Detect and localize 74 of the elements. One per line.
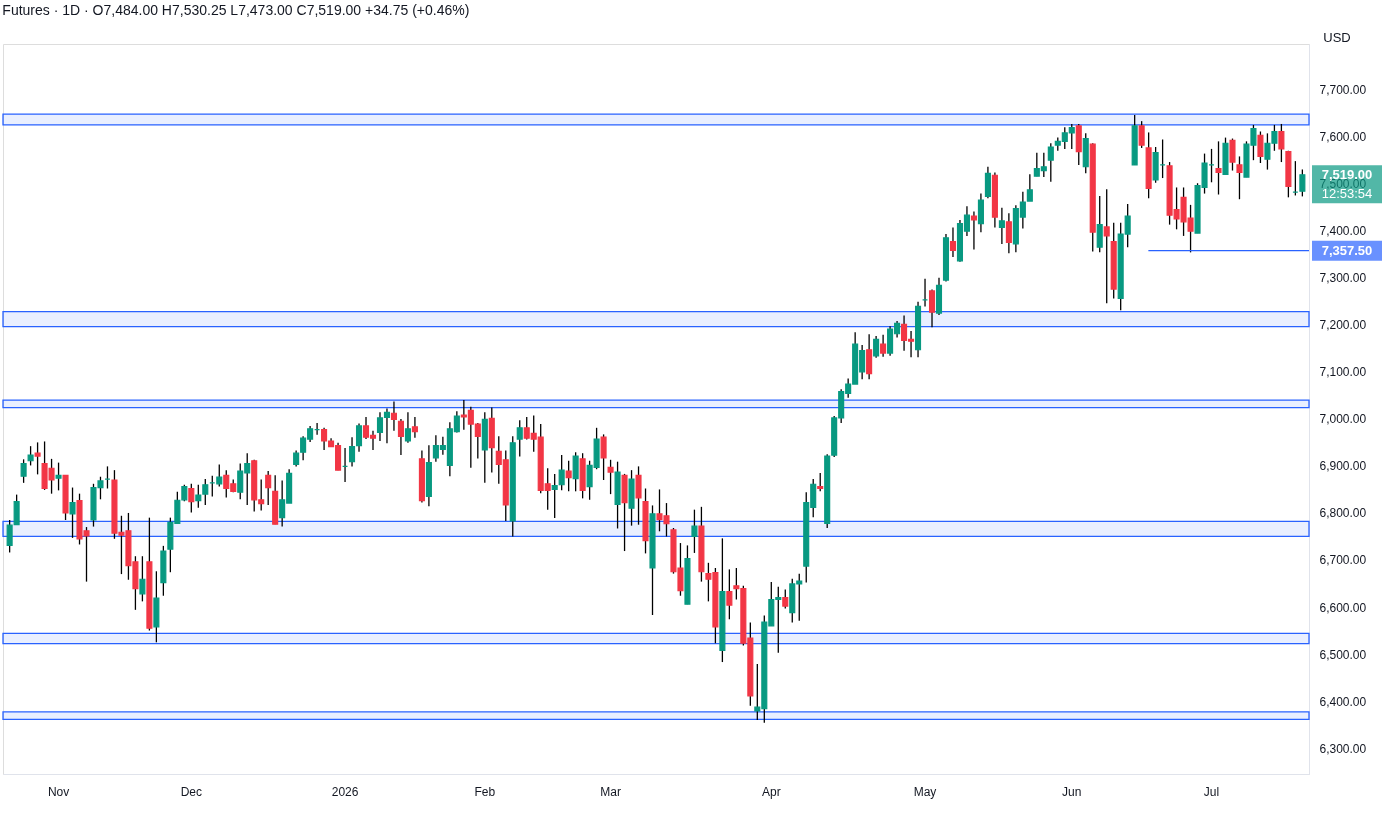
- y-tick-label: 6,300.00: [1319, 741, 1367, 756]
- candlestick: [551, 473, 558, 519]
- candlestick: [1047, 142, 1054, 183]
- y-tick-label: 6,700.00: [1319, 553, 1367, 568]
- candlestick: [69, 486, 76, 539]
- candlestick: [1096, 195, 1103, 254]
- y-tick-label: 7,200.00: [1319, 318, 1367, 333]
- y-tick-label: 7,700.00: [1319, 83, 1367, 98]
- x-tick-label: Mar: [600, 784, 621, 799]
- candlestick: [397, 418, 404, 456]
- candlestick: [34, 441, 41, 476]
- candlestick: [572, 451, 579, 492]
- candlestick: [20, 458, 27, 484]
- candlestick: [1229, 137, 1236, 172]
- candlestick: [411, 416, 418, 439]
- candlestick: [1299, 168, 1306, 198]
- y-tick-label: 7,400.00: [1319, 224, 1367, 239]
- candlestick: [516, 419, 523, 458]
- candlestick: [558, 454, 565, 492]
- candlestick: [6, 519, 13, 554]
- candlestick: [880, 334, 887, 358]
- y-tick-label: 7,300.00: [1319, 271, 1367, 286]
- x-tick-label: Dec: [180, 784, 202, 799]
- candlestick: [607, 459, 614, 495]
- x-tick-label: May: [913, 784, 937, 799]
- y-tick-label: 6,400.00: [1319, 694, 1367, 709]
- candlestick: [600, 433, 607, 481]
- candlestick: [866, 333, 873, 381]
- x-tick-label: 2026: [331, 784, 359, 799]
- candlestick: [55, 461, 62, 492]
- x-tick-label: Jun: [1062, 784, 1082, 799]
- candlestick: [998, 207, 1005, 245]
- ref-line-label: 7,357.50: [1321, 242, 1373, 258]
- candlestick: [873, 335, 880, 359]
- candlestick: [139, 555, 146, 603]
- candlestick: [1236, 155, 1243, 200]
- x-tick-label: Apr: [761, 784, 781, 799]
- candlestick: [390, 400, 398, 432]
- chart-title: Futures · 1D · O7,484.00 H7,530.25 L7,473.00 C7,519.00 +34.75 (+0.46%): [2, 2, 470, 18]
- candlestick: [970, 210, 977, 251]
- candlestick: [355, 422, 363, 453]
- candlestick: [404, 411, 411, 444]
- candlestick: [13, 493, 20, 526]
- candlestick: [726, 568, 733, 620]
- x-tick-label: Jul: [1203, 784, 1220, 799]
- candlestick: [565, 460, 572, 492]
- y-tick-label: 7,000.00: [1319, 412, 1367, 427]
- candlestick: [977, 192, 984, 233]
- candlestick: [27, 445, 34, 467]
- candlestick: [691, 509, 698, 554]
- candlestick: [1278, 123, 1285, 163]
- candlestick: [1005, 212, 1012, 254]
- text: USD: [1323, 30, 1351, 45]
- candlestick: [265, 470, 272, 506]
- candlestick: [817, 472, 824, 492]
- y-tick-label: 7,600.00: [1319, 130, 1367, 145]
- candlestick: [949, 226, 957, 258]
- candlestick: [782, 588, 789, 610]
- candlestick: [1257, 130, 1264, 164]
- candlestick: [635, 465, 642, 526]
- candlestick: [1138, 120, 1145, 149]
- candlestick: [1215, 140, 1222, 196]
- candlestick: [188, 483, 195, 514]
- y-tick-label: 6,800.00: [1319, 506, 1367, 521]
- y-tick-label: 7,100.00: [1319, 365, 1367, 380]
- x-tick-label: Nov: [47, 784, 70, 799]
- candlestick: [348, 436, 356, 468]
- y-tick-label: 6,900.00: [1319, 459, 1367, 474]
- candlestick: [1103, 188, 1110, 304]
- x-tick-label: Feb: [474, 784, 496, 799]
- candlestick: [928, 288, 936, 328]
- candlestick: [984, 166, 991, 199]
- y-tick-label: 6,500.00: [1319, 647, 1367, 662]
- y-tick-label: 6,600.00: [1319, 600, 1367, 615]
